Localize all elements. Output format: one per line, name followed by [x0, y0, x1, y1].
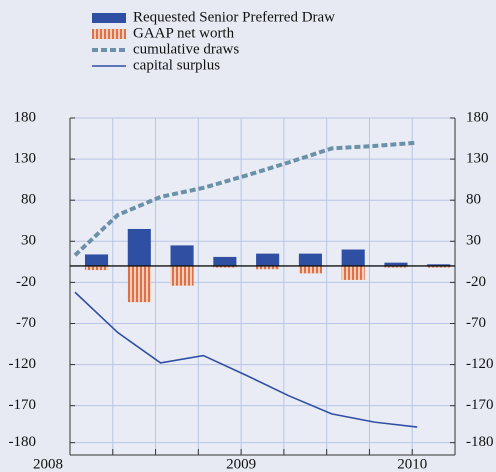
- y2-tick-label: -170: [466, 397, 494, 413]
- bar: [256, 265, 280, 270]
- y2-tick-label: 180: [466, 109, 489, 125]
- bar: [170, 265, 194, 286]
- bar: [84, 265, 109, 271]
- y-tick-label: 30: [21, 233, 36, 249]
- y-tick-label: -180: [9, 434, 37, 450]
- y2-tick-label: -20: [466, 274, 486, 290]
- bar: [427, 265, 451, 268]
- bar: [84, 254, 109, 266]
- legend-swatch: [92, 29, 126, 39]
- bar: [213, 256, 237, 266]
- y2-tick-label: -180: [466, 434, 494, 450]
- bar: [427, 264, 451, 266]
- bar: [127, 265, 151, 303]
- legend-swatch: [92, 13, 126, 23]
- bar: [170, 245, 194, 266]
- bar: [213, 265, 237, 268]
- legend-label: capital surplus: [133, 57, 220, 73]
- y-tick-label: -20: [16, 274, 36, 290]
- y-tick-label: -70: [16, 315, 36, 331]
- x-tick-label: 2010: [397, 456, 427, 472]
- y2-tick-label: 80: [466, 192, 481, 208]
- bar: [127, 228, 151, 266]
- line: [73, 140, 418, 257]
- bar: [341, 265, 365, 280]
- y-tick-label: -120: [9, 356, 37, 372]
- legend-label: Requested Senior Preferred Draw: [133, 9, 335, 25]
- x-tick-label: 2008: [33, 456, 63, 472]
- x-tick-label: 2009: [226, 456, 256, 472]
- bar: [341, 249, 365, 266]
- legend-label: GAAP net worth: [133, 25, 235, 41]
- y-tick-label: 80: [21, 192, 36, 208]
- bar: [384, 262, 408, 266]
- bar: [256, 253, 280, 266]
- y-tick-label: 180: [14, 109, 37, 125]
- bar: [384, 265, 408, 268]
- legend-label: cumulative draws: [133, 41, 239, 57]
- y2-tick-label: 30: [466, 233, 481, 249]
- y2-tick-label: -70: [466, 315, 486, 331]
- bar: [298, 265, 322, 274]
- y-tick-label: 130: [14, 151, 37, 167]
- y-tick-label: -170: [9, 397, 37, 413]
- bar: [298, 253, 322, 266]
- y2-tick-label: -120: [466, 356, 494, 372]
- y2-tick-label: 130: [466, 151, 489, 167]
- line: [74, 291, 418, 428]
